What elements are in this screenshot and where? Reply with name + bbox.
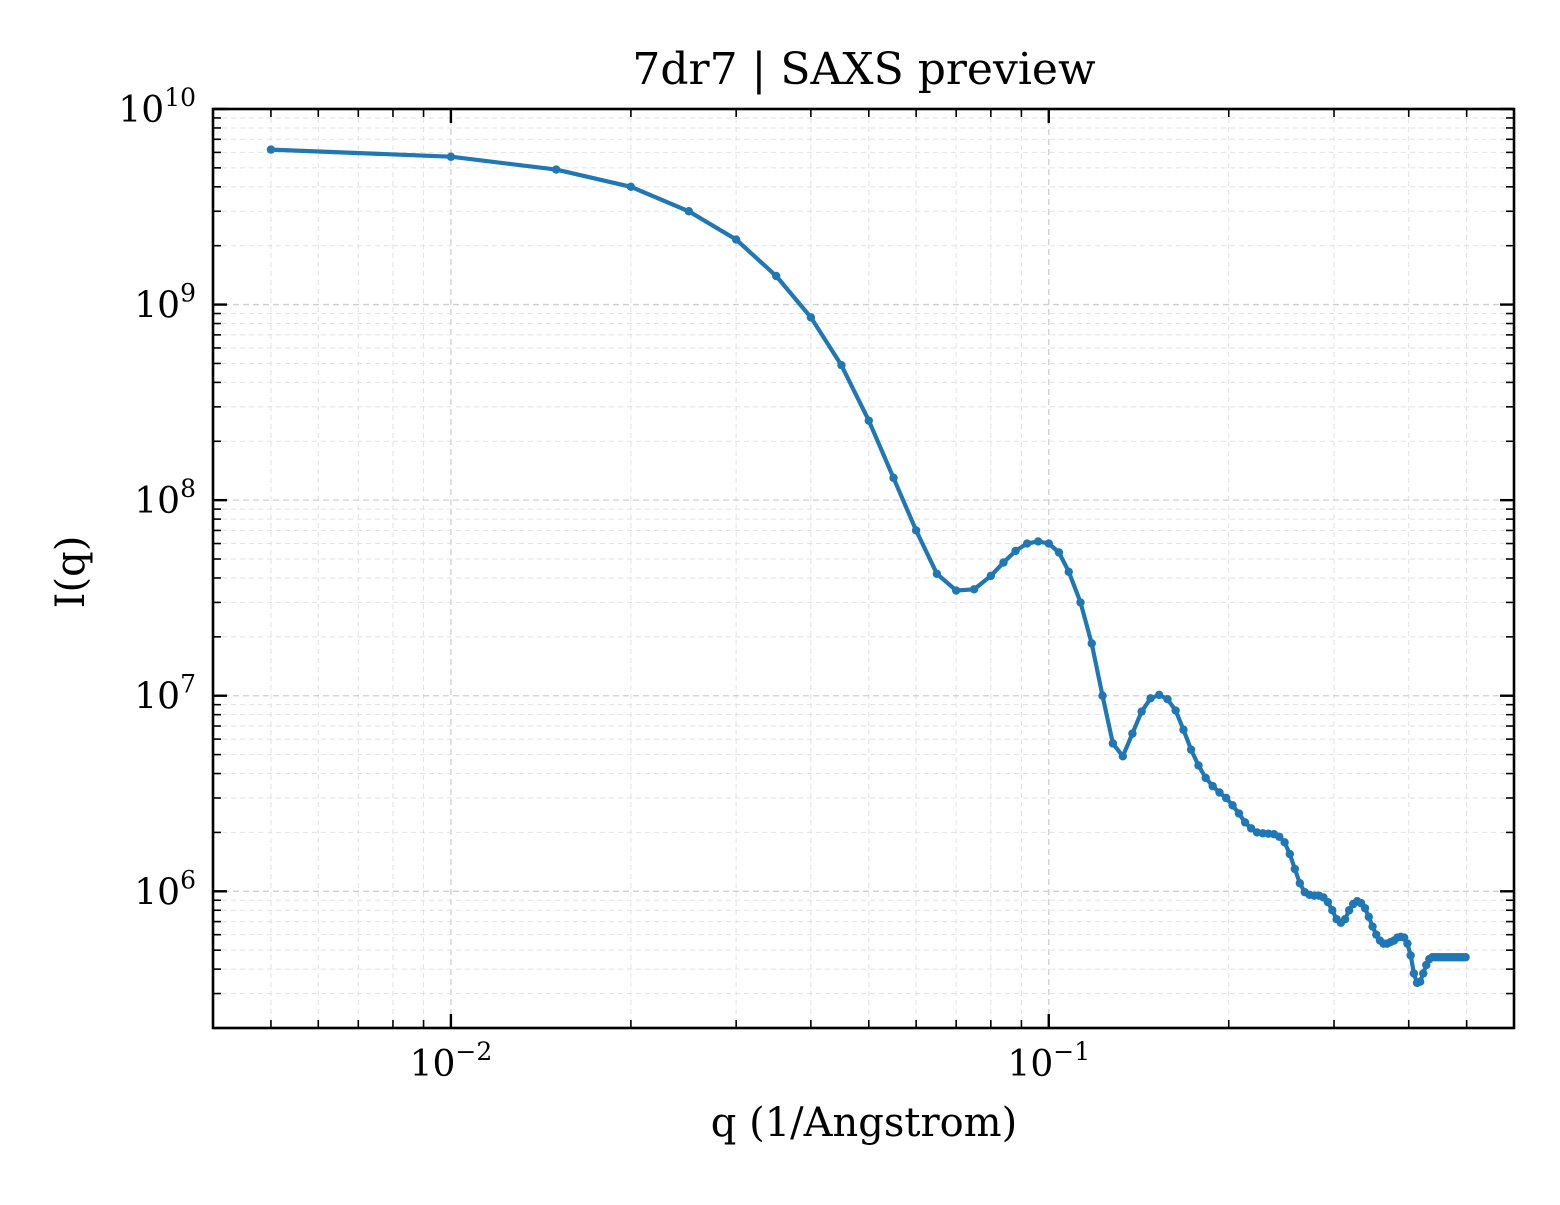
data-point xyxy=(1186,745,1196,754)
y-axis-label: I(q) xyxy=(48,536,94,609)
data-point xyxy=(1054,548,1064,557)
data-point xyxy=(864,416,873,425)
data-point xyxy=(1415,977,1425,986)
plot-border xyxy=(211,107,1516,1030)
data-point xyxy=(1179,725,1188,734)
data-point xyxy=(1076,598,1085,607)
grid-lines xyxy=(212,108,1515,1029)
data-point xyxy=(1246,824,1256,833)
data-point xyxy=(806,313,816,322)
tick-labels: 10−2 10−1 106 107 108 109 1010 xyxy=(118,83,1090,1085)
x-tick-label: 10−2 xyxy=(410,1037,493,1085)
data-point xyxy=(1280,838,1289,847)
data-point xyxy=(837,360,846,370)
data-point xyxy=(1340,915,1350,924)
data-point xyxy=(771,271,781,281)
x-axis-label: q (1/Angstrom) xyxy=(711,1100,1017,1146)
tick-marks xyxy=(212,107,1515,1029)
data-point xyxy=(1221,793,1231,803)
data-point xyxy=(731,235,741,244)
data-point xyxy=(1285,849,1294,859)
data-point xyxy=(1033,537,1043,546)
data-point xyxy=(1290,864,1300,874)
data-point xyxy=(1201,773,1210,783)
data-point xyxy=(889,473,898,483)
data-point xyxy=(1208,781,1217,791)
data-point xyxy=(1419,969,1428,978)
data-point xyxy=(969,585,979,594)
y-tick-label: 1010 xyxy=(118,83,196,131)
data-point xyxy=(1409,969,1419,978)
data-point xyxy=(911,526,921,535)
data-point xyxy=(684,207,694,216)
data-point xyxy=(1406,951,1415,960)
data-point xyxy=(1368,922,1377,931)
data-point xyxy=(446,152,456,161)
data-point xyxy=(986,571,996,581)
data-point xyxy=(551,165,561,174)
data-point xyxy=(1022,539,1032,548)
y-tick-label: 107 xyxy=(134,670,196,718)
data-point xyxy=(1098,691,1107,700)
data-point xyxy=(1128,729,1137,738)
data-point xyxy=(1044,539,1053,548)
data-point xyxy=(1323,897,1333,907)
data-point xyxy=(1215,788,1224,797)
data-point xyxy=(1461,953,1470,962)
data-point xyxy=(1171,706,1180,715)
x-tick-label: 10−1 xyxy=(1007,1037,1090,1085)
data-point xyxy=(266,145,276,154)
series-line xyxy=(268,147,1468,986)
data-point xyxy=(1360,903,1370,913)
data-point xyxy=(1087,639,1096,648)
data-point xyxy=(1163,694,1172,704)
data-point xyxy=(1194,761,1203,770)
axes-frame xyxy=(211,107,1516,1030)
data-point xyxy=(1064,567,1073,577)
data-point xyxy=(932,569,942,579)
data-point xyxy=(1234,809,1244,818)
data-point xyxy=(1240,818,1250,827)
data-point xyxy=(1108,739,1118,748)
data-point xyxy=(626,182,636,192)
data-point xyxy=(1146,694,1155,703)
data-point xyxy=(1011,546,1020,556)
data-point xyxy=(1154,690,1164,700)
series-layer xyxy=(266,145,1470,988)
chart-title: 7dr7 | SAXS preview xyxy=(632,44,1096,95)
data-point xyxy=(1344,906,1354,915)
data-point xyxy=(1137,707,1146,716)
y-tick-label: 108 xyxy=(134,474,196,522)
data-point xyxy=(1118,752,1128,761)
data-point xyxy=(1228,801,1237,810)
y-tick-label: 109 xyxy=(134,279,196,327)
data-point xyxy=(999,558,1008,567)
data-point xyxy=(951,586,961,595)
data-point xyxy=(1328,906,1337,915)
y-tick-label: 106 xyxy=(134,865,196,913)
data-point xyxy=(1403,939,1412,948)
data-point xyxy=(1364,912,1374,922)
data-point xyxy=(1295,879,1305,888)
data-point xyxy=(1275,832,1284,841)
